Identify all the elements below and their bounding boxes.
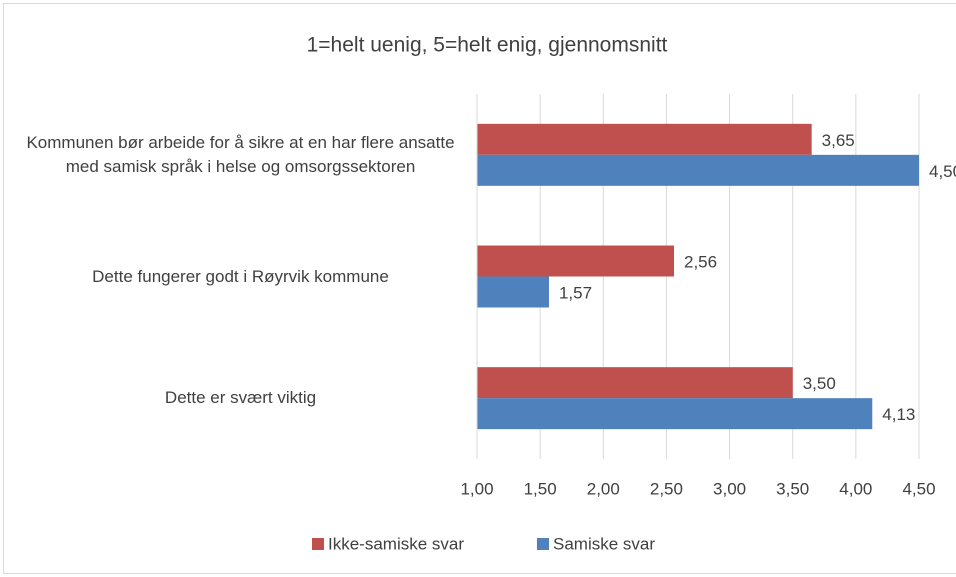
x-tick-label: 4,50 xyxy=(902,479,935,498)
data-label: 4,50 xyxy=(929,162,956,181)
bar xyxy=(477,398,873,430)
data-label: 2,56 xyxy=(684,252,717,271)
y-tick-label: Kommunen bør arbeide for å sikre at en h… xyxy=(26,132,455,176)
data-label: 3,65 xyxy=(822,131,855,150)
chart-title: 1=helt uenig, 5=helt enig, gjennomsnitt xyxy=(307,34,668,57)
y-tick-label: Dette fungerer godt i Røyrvik kommune xyxy=(92,266,389,286)
legend-swatch xyxy=(312,538,324,550)
bar xyxy=(477,154,919,186)
bar xyxy=(477,367,793,399)
data-label: 1,57 xyxy=(559,283,592,302)
x-tick-label: 1,50 xyxy=(524,479,557,498)
data-label: 4,13 xyxy=(882,405,915,424)
x-tick-label: 2,50 xyxy=(650,479,683,498)
legend-swatch xyxy=(537,538,549,550)
y-tick-label: Dette er svært viktig xyxy=(164,388,317,408)
x-tick-label: 2,00 xyxy=(587,479,620,498)
x-tick-label: 4,00 xyxy=(839,479,872,498)
data-label: 3,50 xyxy=(803,374,836,393)
x-tick-label: 1,00 xyxy=(460,479,493,498)
x-tick-label: 3,00 xyxy=(713,479,746,498)
bar xyxy=(477,276,549,308)
x-tick-label: 3,50 xyxy=(776,479,809,498)
legend-label: Samiske svar xyxy=(553,534,655,553)
bar xyxy=(477,245,675,277)
bar xyxy=(477,123,812,155)
legend-label: Ikke-samiske svar xyxy=(328,534,464,553)
